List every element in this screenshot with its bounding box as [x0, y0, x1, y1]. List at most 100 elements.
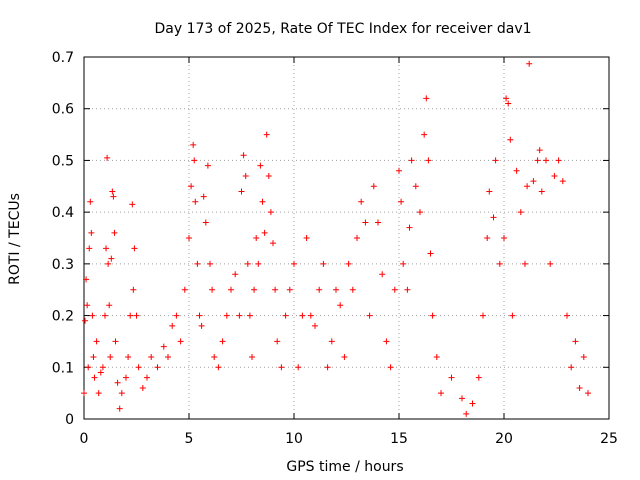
data-point	[139, 384, 146, 391]
data-point	[400, 260, 407, 267]
data-point	[505, 100, 512, 107]
data-point	[303, 235, 310, 241]
data-point	[104, 154, 111, 161]
data-point	[265, 172, 272, 179]
data-point	[267, 209, 274, 216]
data-point	[480, 312, 486, 319]
data-point	[108, 255, 115, 262]
data-point	[282, 312, 289, 319]
data-point	[391, 286, 398, 293]
data-point	[110, 193, 117, 200]
data-point	[429, 312, 436, 319]
data-point	[177, 338, 184, 345]
data-point	[105, 260, 112, 267]
data-point	[169, 322, 176, 329]
data-point	[475, 374, 482, 381]
data-point	[148, 353, 155, 360]
data-point	[202, 219, 209, 226]
y-tick-label: 0.1	[52, 360, 74, 376]
data-point	[337, 302, 344, 309]
x-tick-label: 10	[285, 431, 303, 447]
data-point	[486, 188, 493, 195]
data-point	[425, 157, 432, 164]
data-point	[417, 209, 423, 216]
data-point	[423, 95, 430, 102]
data-point	[87, 198, 94, 205]
y-tick-label: 0	[65, 412, 74, 428]
data-point	[272, 286, 279, 293]
data-point	[198, 322, 205, 329]
data-point	[559, 178, 566, 185]
data-point	[125, 353, 132, 360]
data-series-dav1	[81, 60, 591, 417]
data-point	[522, 260, 528, 267]
data-point	[81, 390, 87, 397]
data-point	[204, 162, 211, 169]
data-point	[501, 235, 507, 241]
data-point	[154, 364, 161, 371]
data-point	[484, 235, 491, 241]
data-point	[509, 312, 516, 319]
data-point	[209, 286, 216, 293]
data-point	[564, 312, 570, 319]
x-tick-label: 25	[600, 431, 618, 447]
data-point	[228, 286, 234, 293]
data-point	[312, 322, 318, 329]
data-point	[278, 364, 285, 371]
data-point	[412, 183, 419, 190]
data-point	[496, 260, 503, 267]
data-point	[259, 198, 266, 205]
data-point	[427, 250, 434, 257]
data-point	[257, 162, 264, 169]
data-point	[83, 276, 90, 283]
data-point	[106, 302, 113, 309]
data-point	[95, 390, 102, 397]
data-point	[103, 245, 110, 252]
data-point	[263, 131, 270, 138]
data-point	[328, 338, 335, 345]
data-point	[398, 198, 405, 205]
data-point	[91, 374, 98, 381]
data-point	[547, 260, 554, 267]
data-point	[238, 188, 245, 195]
data-point	[383, 338, 390, 345]
data-point	[568, 364, 575, 371]
data-point	[194, 260, 201, 267]
data-point	[543, 157, 549, 164]
data-point	[459, 395, 465, 402]
data-point	[135, 364, 142, 371]
data-point	[291, 260, 297, 267]
data-point	[492, 157, 499, 164]
data-point	[503, 95, 510, 102]
data-point	[551, 172, 558, 179]
x-axis-label: GPS time / hours	[286, 459, 403, 475]
x-tick-label: 5	[185, 431, 194, 447]
data-point	[99, 364, 106, 371]
data-point	[375, 219, 381, 226]
data-point	[240, 152, 247, 159]
data-point	[144, 374, 150, 381]
data-point	[576, 384, 583, 391]
data-point	[173, 312, 180, 319]
data-point	[538, 188, 545, 195]
data-point	[88, 229, 95, 236]
data-point	[345, 260, 352, 267]
x-tick-label: 0	[80, 431, 89, 447]
data-point	[215, 364, 222, 371]
data-point	[192, 198, 199, 205]
chart-title: Day 173 of 2025, Rate Of TEC Index for r…	[154, 21, 531, 37]
data-point	[130, 286, 137, 293]
data-point	[244, 260, 251, 267]
data-point	[223, 312, 230, 319]
y-tick-label: 0.3	[52, 257, 74, 273]
data-point	[219, 338, 226, 345]
y-tick-label: 0.7	[52, 50, 74, 66]
data-point	[112, 338, 119, 345]
data-point	[299, 312, 306, 319]
data-point	[246, 312, 253, 319]
data-point	[232, 271, 239, 278]
data-point	[160, 343, 167, 350]
data-point	[236, 312, 243, 319]
data-point	[349, 286, 356, 293]
data-point	[354, 235, 360, 241]
